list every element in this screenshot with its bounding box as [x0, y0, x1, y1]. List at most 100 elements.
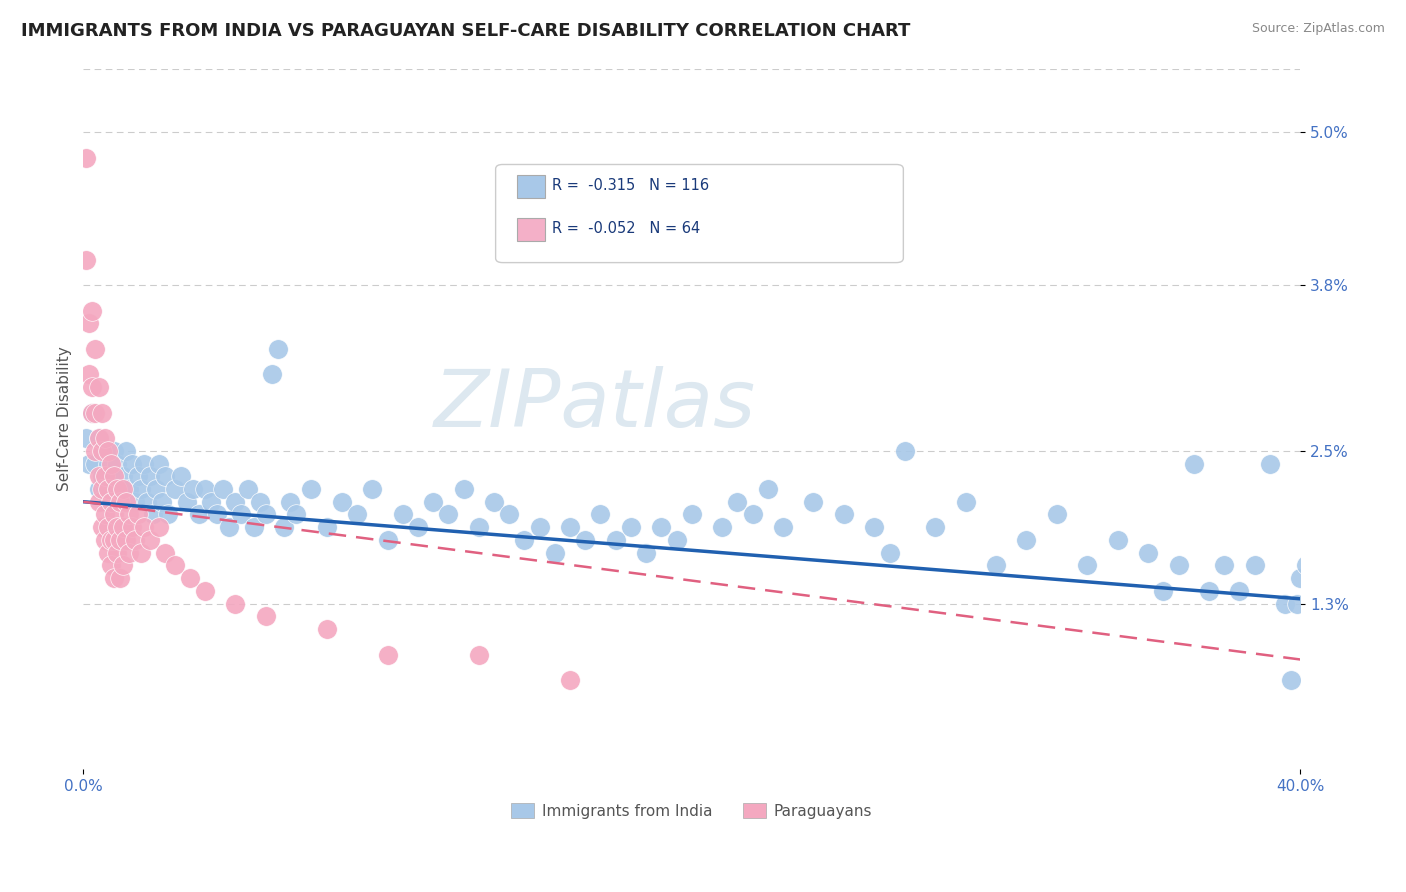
Point [93, 431, 115, 445]
Point [82, 380, 104, 394]
Point [468, 520, 491, 534]
Point [1076, 558, 1098, 573]
Point [650, 520, 672, 534]
Point [93, 508, 115, 522]
Point [163, 482, 186, 496]
Point [636, 546, 658, 560]
Point [155, 469, 177, 483]
Point [391, 508, 413, 522]
Point [377, 533, 399, 547]
Point [111, 482, 134, 496]
Point [134, 457, 156, 471]
Point [315, 520, 337, 534]
Point [103, 443, 125, 458]
Point [121, 457, 143, 471]
Point [453, 482, 475, 496]
Point [330, 494, 353, 508]
Point [212, 482, 235, 496]
Point [1243, 558, 1265, 573]
Point [1107, 533, 1129, 547]
Point [90, 443, 112, 458]
Point [224, 597, 246, 611]
Point [105, 546, 128, 560]
Point [513, 533, 536, 547]
Point [163, 558, 186, 573]
Point [285, 508, 308, 522]
Point [1167, 558, 1189, 573]
Point [100, 457, 122, 471]
Point [136, 494, 159, 508]
Point [84, 443, 107, 458]
Point [377, 648, 399, 662]
Point [129, 546, 152, 560]
Point [150, 494, 173, 508]
Point [529, 520, 551, 534]
Point [148, 457, 170, 471]
Point [87, 431, 110, 445]
Point [1227, 583, 1250, 598]
Y-axis label: Self-Care Disability: Self-Care Disability [58, 346, 72, 491]
Point [1213, 558, 1236, 573]
Point [1286, 597, 1309, 611]
Point [79, 457, 101, 471]
Point [90, 520, 112, 534]
Point [725, 494, 748, 508]
Point [103, 508, 125, 522]
Point [84, 457, 107, 471]
Point [194, 583, 217, 598]
Point [254, 508, 277, 522]
Point [105, 457, 128, 471]
Point [124, 494, 146, 508]
Point [181, 482, 204, 496]
Point [558, 673, 581, 687]
Point [605, 533, 627, 547]
Point [103, 482, 125, 496]
Point [139, 533, 162, 547]
Point [665, 533, 688, 547]
Point [97, 520, 120, 534]
Text: Source: ZipAtlas.com: Source: ZipAtlas.com [1251, 22, 1385, 36]
Point [1289, 571, 1312, 585]
Point [984, 558, 1007, 573]
Point [105, 482, 128, 496]
Point [108, 571, 131, 585]
Point [97, 494, 120, 508]
Point [108, 533, 131, 547]
Point [103, 469, 125, 483]
Point [224, 494, 246, 508]
Point [108, 494, 131, 508]
Point [194, 482, 217, 496]
Point [254, 609, 277, 624]
Text: ZIPatlas: ZIPatlas [433, 366, 755, 444]
Point [87, 469, 110, 483]
Point [301, 482, 323, 496]
Point [242, 520, 264, 534]
Point [1319, 597, 1341, 611]
Point [863, 520, 886, 534]
Point [79, 317, 101, 331]
Point [681, 508, 703, 522]
Point [82, 405, 104, 419]
Point [157, 508, 180, 522]
Point [97, 457, 120, 471]
Point [111, 558, 134, 573]
Point [1295, 558, 1317, 573]
Point [260, 368, 283, 382]
Point [832, 508, 855, 522]
Point [97, 546, 120, 560]
Point [236, 482, 259, 496]
Point [1137, 546, 1160, 560]
Point [267, 342, 290, 356]
Point [129, 482, 152, 496]
Point [772, 520, 794, 534]
Point [118, 508, 141, 522]
Point [803, 494, 825, 508]
Point [205, 508, 228, 522]
Point [87, 482, 110, 496]
Point [100, 469, 122, 483]
Point [544, 546, 567, 560]
Point [93, 469, 115, 483]
Point [93, 482, 115, 496]
Point [134, 520, 156, 534]
Point [437, 508, 460, 522]
